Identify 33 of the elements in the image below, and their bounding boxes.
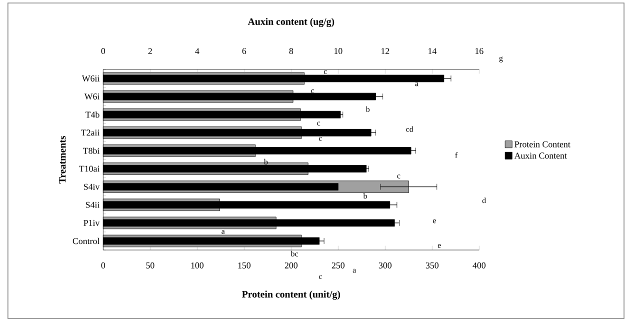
x2-tick-label: 12 xyxy=(382,48,390,54)
y-tick-label: W6ii xyxy=(82,75,100,82)
x2-tick-label: 4 xyxy=(195,48,200,54)
y-tick-label: T4b xyxy=(86,111,100,118)
x-tick-label: 300 xyxy=(378,262,392,268)
x-tick-label: 150 xyxy=(238,262,250,268)
x2-tick-label: 16 xyxy=(476,48,484,54)
x-tick-label: 100 xyxy=(191,262,204,268)
x-axis-title: Protein content (unit/g) xyxy=(242,290,340,300)
x-tick-label: 0 xyxy=(101,262,106,268)
x2-tick-label: 10 xyxy=(334,48,342,54)
y-tick-label: Control xyxy=(72,238,100,244)
legend-label: Auxin Content xyxy=(514,152,567,158)
x-tick-label: 200 xyxy=(284,262,298,268)
y-tick-label: S4iv xyxy=(84,184,100,190)
x2-tick-label: 14 xyxy=(428,48,436,54)
y-tick-label: P1iv xyxy=(84,220,100,226)
x-tick-label: 250 xyxy=(332,262,345,268)
x2-tick-label: 6 xyxy=(242,48,246,54)
x2-axis-title: Auxin content (ug/g) xyxy=(248,18,334,27)
x-tick-label: 50 xyxy=(146,262,154,268)
x2-tick-label: 2 xyxy=(148,48,152,54)
x2-tick-label: 8 xyxy=(289,48,294,54)
x-tick-label: 400 xyxy=(472,262,486,268)
y-tick-label: T2aii xyxy=(81,129,100,136)
y-tick-label: T8bi xyxy=(83,147,100,154)
x-tick-label: 350 xyxy=(426,262,439,268)
y-axis-title: Treatments xyxy=(59,136,66,184)
x2-tick-label: 0 xyxy=(101,48,106,54)
y-tick-label: S4ii xyxy=(86,202,100,208)
y-tick-label: T10ai xyxy=(79,166,100,172)
legend-label: Protein Content xyxy=(514,141,570,148)
y-tick-label: W6i xyxy=(84,93,100,100)
